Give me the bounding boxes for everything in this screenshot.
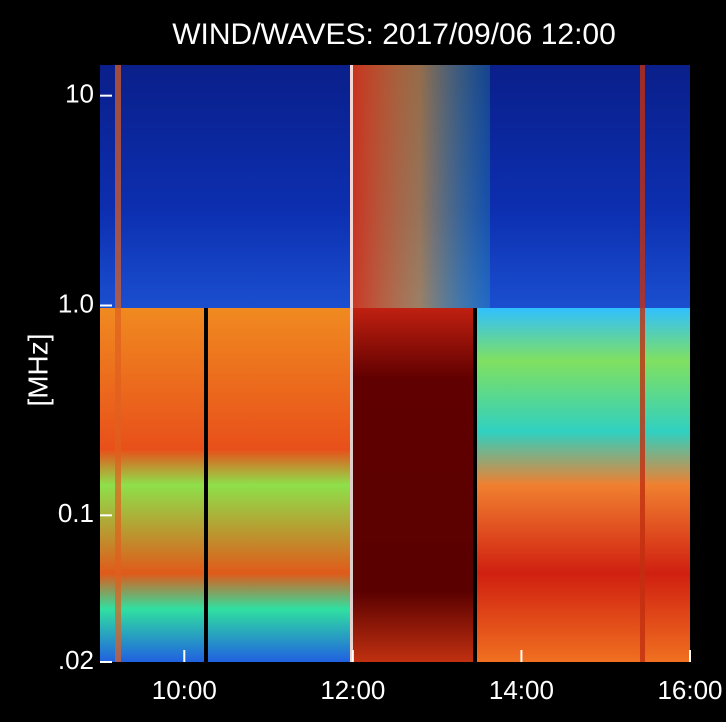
x-tick-label: 12:00 (320, 675, 385, 705)
chart-title: WIND/WAVES: 2017/09/06 12:00 (172, 18, 616, 51)
streak (350, 65, 353, 662)
y-tick-label: 0.1 (58, 498, 94, 528)
y-tick-label: 10 (65, 79, 94, 109)
spectrogram (100, 65, 690, 662)
low-band (100, 308, 350, 662)
x-tick-label: 16:00 (657, 675, 722, 705)
streak (115, 65, 121, 662)
gap (473, 308, 477, 662)
x-tick-label: 14:00 (489, 675, 554, 705)
burst (350, 65, 490, 308)
chart: WIND/WAVES: 2017/09/06 12:00 [MHz] .02 0.… (0, 0, 726, 722)
y-tick-label: .02 (58, 645, 94, 675)
x-tick-label: 10:00 (152, 675, 217, 705)
gap (204, 308, 208, 662)
streak (640, 65, 645, 662)
low-band (475, 308, 690, 662)
y-tick-label: 1.0 (58, 288, 94, 318)
y-axis-label: [MHz] (22, 333, 53, 406)
low-band (350, 308, 475, 662)
